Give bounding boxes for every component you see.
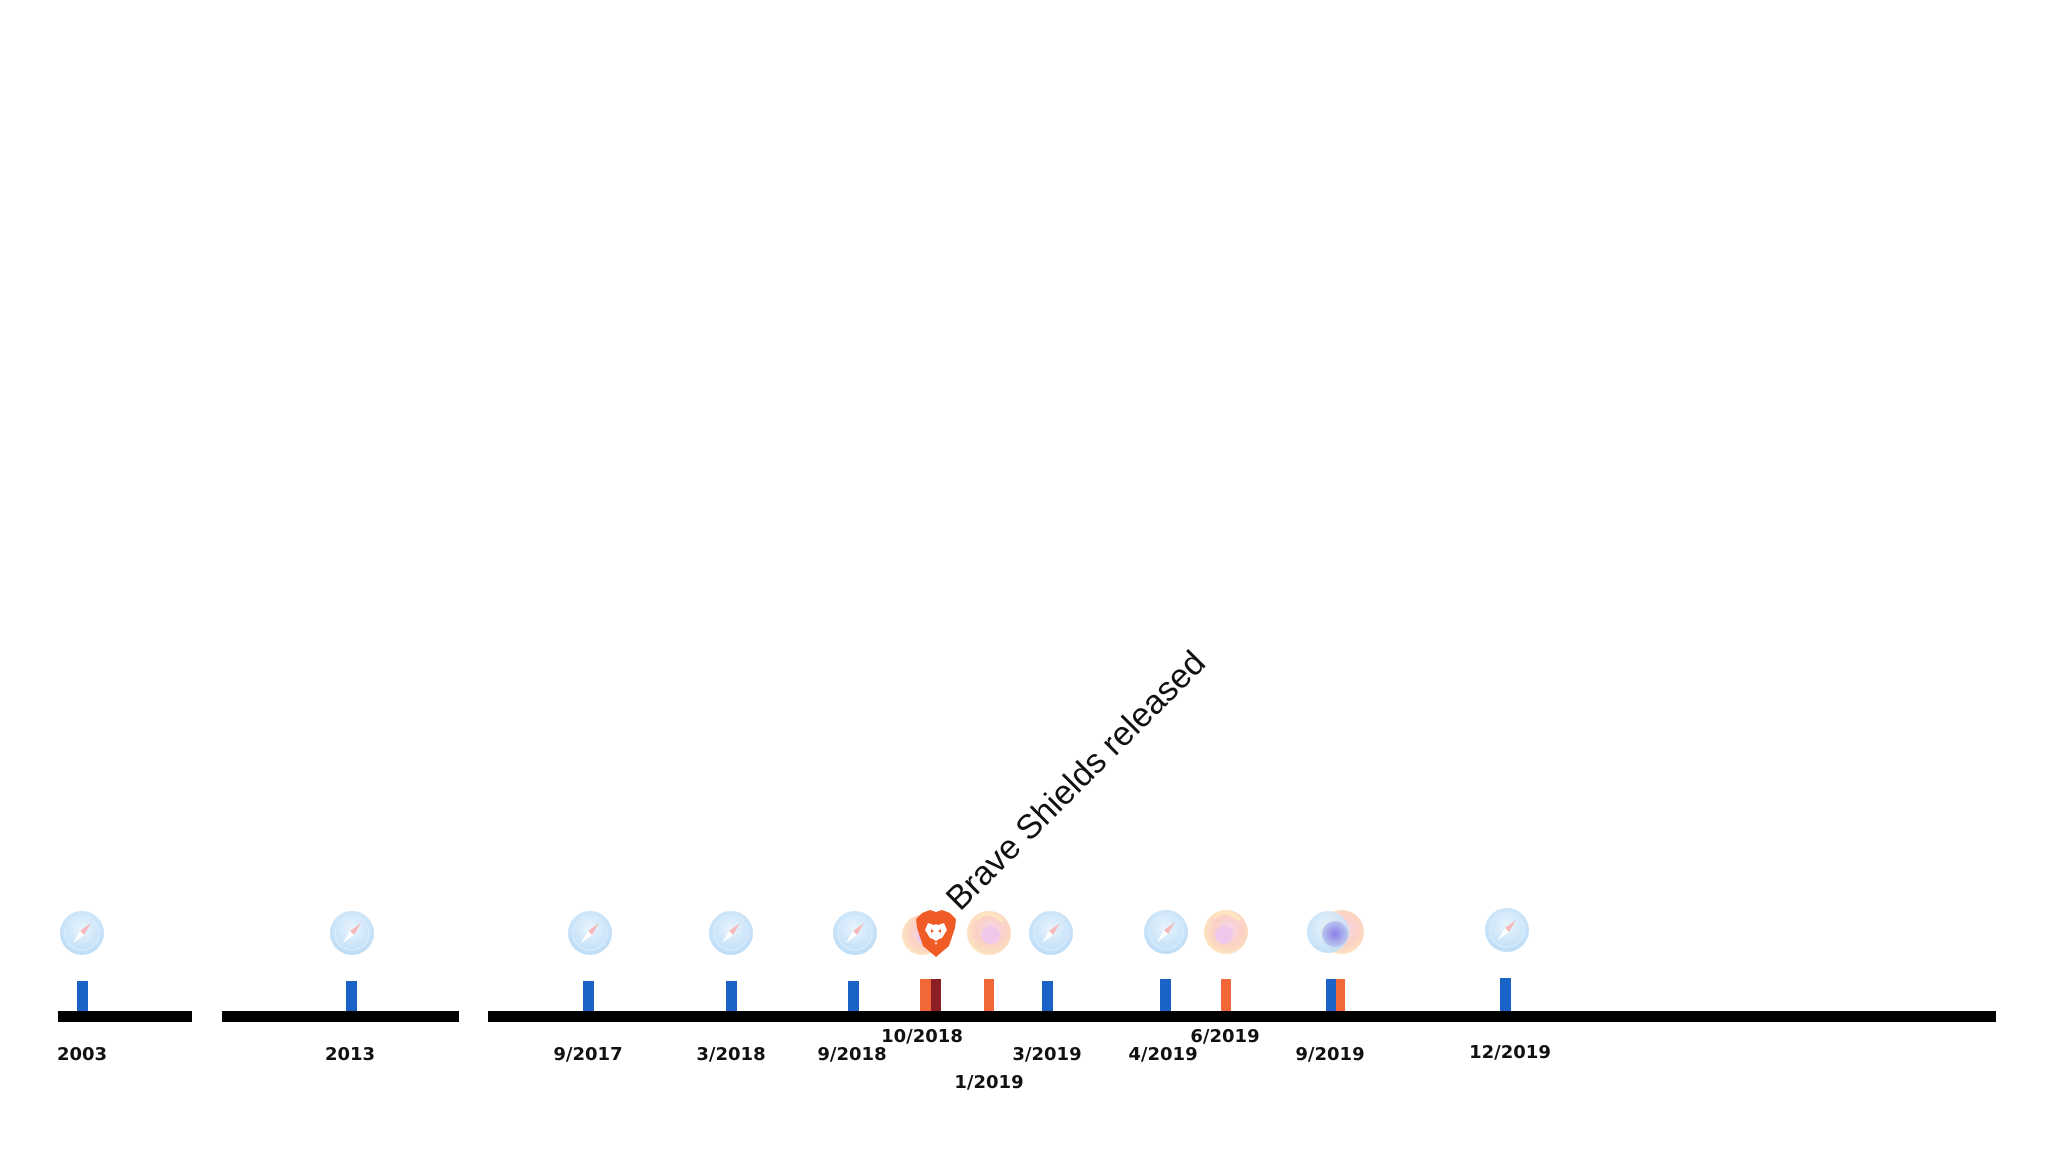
event-9-2019: 9/2019 xyxy=(1295,910,1365,1065)
event-2003: 2003 xyxy=(57,911,107,1065)
chrome-icon xyxy=(1322,921,1348,947)
safari-compass-icon xyxy=(709,911,753,955)
safari-marker xyxy=(346,981,357,1011)
firefox-marker xyxy=(984,979,994,1011)
event-3-2019: 3/2019 xyxy=(1012,911,1082,1065)
brave-marker xyxy=(931,979,941,1011)
event-10-2018: 10/2018 xyxy=(881,910,963,1047)
axis-segment-mid xyxy=(222,1011,459,1022)
date-label: 9/2018 xyxy=(817,1044,886,1065)
date-label: 2003 xyxy=(57,1044,107,1065)
safari-compass-icon xyxy=(330,911,374,955)
date-label: 10/2018 xyxy=(881,1026,963,1047)
brave-shields-annotation: Brave Shields released xyxy=(939,644,1213,918)
safari-compass-icon xyxy=(1485,908,1529,952)
date-label: 4/2019 xyxy=(1128,1044,1197,1065)
safari-marker xyxy=(1326,979,1336,1011)
event-3-2018: 3/2018 xyxy=(696,911,766,1065)
date-label: 6/2019 xyxy=(1190,1026,1259,1047)
event-9-2018: 9/2018 xyxy=(817,911,887,1065)
safari-compass-icon xyxy=(60,911,104,955)
event-1-2019: 1/2019 xyxy=(954,911,1024,1093)
firefox-icon xyxy=(1204,910,1248,954)
date-label: 1/2019 xyxy=(954,1072,1023,1093)
brave-lion-icon xyxy=(916,910,956,957)
date-label: 9/2017 xyxy=(553,1044,622,1065)
safari-marker xyxy=(1042,981,1053,1011)
firefox-marker xyxy=(1336,979,1345,1011)
axis-segment-early xyxy=(58,1011,192,1022)
firefox-icon xyxy=(967,911,1011,955)
safari-compass-icon xyxy=(568,911,612,955)
event-9-2017: 9/2017 xyxy=(553,911,623,1065)
event-4-2019: 4/2019 xyxy=(1128,910,1198,1065)
safari-marker xyxy=(1500,978,1511,1011)
date-label: 9/2019 xyxy=(1295,1044,1364,1065)
safari-marker xyxy=(77,981,88,1011)
safari-marker xyxy=(726,981,737,1011)
event-2013: 2013 xyxy=(325,911,375,1065)
safari-compass-icon xyxy=(1144,910,1188,954)
safari-marker xyxy=(583,981,594,1011)
safari-compass-icon xyxy=(1029,911,1073,955)
event-6-2019: 6/2019 xyxy=(1190,910,1260,1047)
date-label: 12/2019 xyxy=(1469,1042,1551,1063)
date-label: 2013 xyxy=(325,1044,375,1065)
date-label: 3/2019 xyxy=(1012,1044,1081,1065)
event-12-2019: 12/2019 xyxy=(1469,908,1551,1063)
axis-segment-recent xyxy=(488,1011,1996,1022)
safari-marker xyxy=(848,981,859,1011)
safari-compass-icon xyxy=(833,911,877,955)
safari-marker xyxy=(1160,979,1171,1011)
firefox-marker xyxy=(1221,979,1231,1011)
date-label: 3/2018 xyxy=(696,1044,765,1065)
firefox-marker xyxy=(920,979,931,1011)
